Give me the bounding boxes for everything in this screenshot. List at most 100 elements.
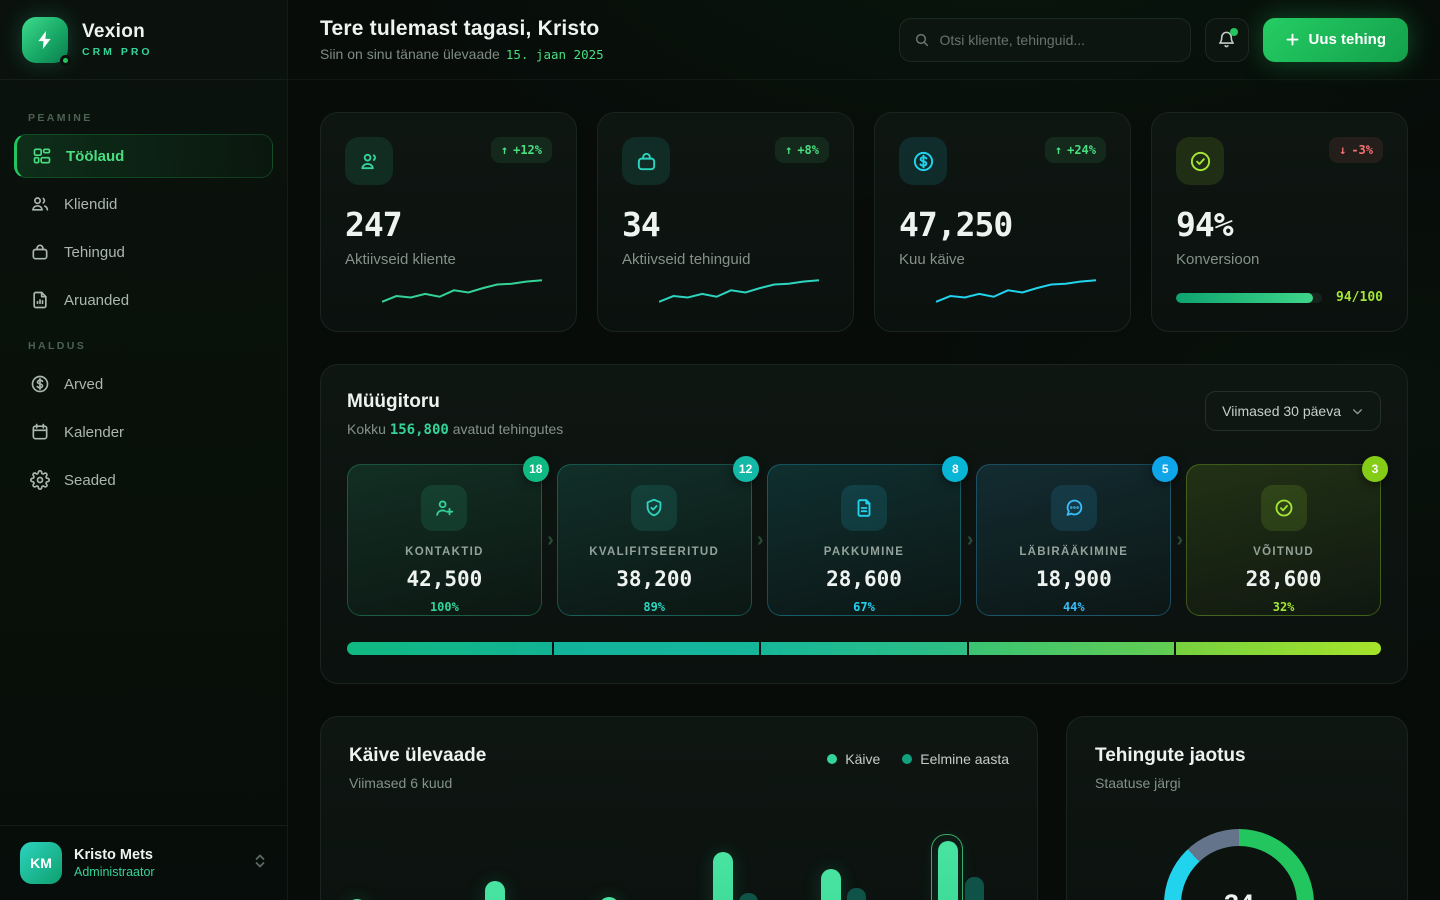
user-menu[interactable]: KM Kristo Mets Administraator — [0, 825, 287, 900]
bar-current[interactable] — [938, 841, 958, 900]
funnel-bar-segment — [347, 642, 553, 655]
legend-dot — [902, 754, 913, 764]
brand-tagline: CRM PRO — [82, 46, 153, 58]
stat-card-active-deals: ↑ +8% 34 Aktiivseid tehinguid — [597, 112, 854, 332]
sidebar-item-toolaud[interactable]: Töölaud — [14, 134, 273, 178]
revenue-legend: Käive Eelmine aasta — [827, 751, 1009, 767]
gear-icon — [30, 470, 50, 490]
document-icon — [840, 485, 887, 531]
bar-current[interactable] — [485, 881, 505, 900]
search-input[interactable] — [939, 31, 1176, 48]
bar-previous[interactable] — [965, 877, 984, 900]
funnel-title: Müügitoru — [347, 391, 440, 412]
bar-current[interactable] — [821, 869, 841, 900]
shield-check-icon — [631, 485, 678, 531]
stage-percent: 67% — [853, 600, 875, 614]
funnel-bar-segment — [761, 642, 967, 655]
badge-check-icon — [1260, 485, 1307, 531]
users-icon — [32, 197, 49, 211]
sidebar-item-label: Seaded — [64, 471, 116, 489]
bar-current[interactable] — [599, 897, 619, 900]
notifications-button[interactable] — [1204, 17, 1249, 62]
dashboard-content: ↑ +12% 247 Aktiivseid kliente ↑ +8% 34 Akt… — [288, 80, 1440, 900]
funnel-stage-voitnud[interactable]: 3 VÕITNUD 28,600 32% — [1186, 456, 1388, 616]
stat-card-active-clients: ↑ +12% 247 Aktiivseid kliente — [320, 112, 577, 332]
funnel-stage-labiraakimine[interactable]: 5 LÄBIRÄÄKIMINE 18,900 44% — [976, 456, 1183, 616]
brand-name: Vexion — [82, 21, 146, 42]
stat-value: 247 — [345, 205, 403, 244]
stats-row: ↑ +12% 247 Aktiivseid kliente ↑ +8% 34 Akt… — [320, 112, 1408, 332]
stage-count-badge: 18 — [522, 456, 549, 482]
nav-section-haldus: HALDUS — [28, 340, 87, 352]
stage-percent: 44% — [1062, 600, 1085, 614]
search-box[interactable] — [898, 17, 1191, 62]
revenue-subtitle: Viimased 6 kuud — [349, 775, 453, 791]
legend-dot — [827, 754, 838, 764]
check-circle-icon — [1176, 137, 1224, 185]
stage-name: KONTAKTID — [405, 546, 484, 558]
users-icon — [345, 137, 393, 185]
revenue-title: Käive ülevaade — [349, 745, 487, 766]
donut-subtitle: Staatuse järgi — [1095, 775, 1181, 791]
bar-previous[interactable] — [739, 893, 758, 900]
stage-name: VÕITNUD — [1253, 546, 1315, 558]
sidebar-item-kalender[interactable]: Kalender — [14, 410, 273, 454]
stage-value: 38,200 — [616, 567, 693, 591]
new-deal-button[interactable]: Uus tehing — [1262, 17, 1408, 62]
change-badge: ↑ +8% — [775, 137, 829, 163]
funnel-stage-kvalifitseeritud[interactable]: 12 KVALIFITSEERITUD 38,200 89% — [556, 456, 763, 616]
avatar: KM — [20, 842, 62, 884]
legend-eelmine-aasta: Eelmine aasta — [902, 751, 1009, 767]
sidebar-item-seaded[interactable]: Seaded — [14, 458, 273, 502]
change-badge: ↓ -3% — [1329, 137, 1383, 163]
nav-section-peamine: PEAMINE — [28, 112, 93, 124]
progress-label: 94/100 — [1336, 290, 1383, 305]
page-title: Tere tulemast tagasi, Kristo — [320, 17, 600, 40]
sidebar-item-label: Arved — [64, 375, 104, 393]
user-name: Kristo Mets — [74, 847, 153, 863]
stat-label: Kuu käive — [899, 251, 965, 268]
sidebar-item-label: Töölaud — [66, 147, 125, 165]
funnel-bar-segment — [968, 642, 1174, 655]
revenue-overview-card: Käive ülevaade Viimased 6 kuud Käive Eel… — [320, 716, 1038, 900]
briefcase-icon — [32, 244, 48, 260]
funnel-stage-kontaktid[interactable]: 18 KONTAKTID 42,500 100% — [347, 456, 554, 616]
chevrons-updown-icon — [253, 853, 267, 874]
briefcase-icon — [622, 137, 670, 185]
funnel-subtitle: Kokku 156,800 avatud tehingutes — [347, 421, 564, 438]
funnel-bar-segment — [1175, 642, 1381, 655]
bar-previous[interactable] — [847, 888, 866, 900]
chat-icon — [1050, 485, 1097, 531]
today-date: 15. jaan 2025 — [505, 47, 604, 62]
bottom-row: Käive ülevaade Viimased 6 kuud Käive Eel… — [320, 716, 1408, 900]
stage-value: 42,500 — [406, 567, 483, 591]
sidebar-item-tehingud[interactable]: Tehingud — [14, 230, 273, 274]
funnel-bar-segment — [554, 642, 760, 655]
legend-kaive: Käive — [827, 751, 880, 767]
plus-icon — [1286, 33, 1298, 46]
stage-count-badge: 8 — [942, 456, 969, 482]
highlighted-bar-ring — [931, 834, 963, 900]
brand: Vexion CRM PRO — [0, 0, 287, 80]
stage-name: KVALIFITSEERITUD — [589, 546, 720, 558]
donut-title: Tehingute jaotus — [1095, 745, 1246, 766]
stat-value: 34 — [622, 205, 661, 244]
funnel-range-select[interactable]: Viimased 30 päeva — [1205, 391, 1381, 431]
stat-card-monthly-revenue: ↑ +24% 47,250 Kuu käive — [874, 112, 1131, 332]
page-subtitle: Siin on sinu tänane ülevaade 15. jaan 202… — [320, 46, 604, 62]
stat-value: 94% — [1176, 205, 1234, 244]
sidebar-item-arved[interactable]: Arved — [14, 362, 273, 406]
funnel-progress-bar — [347, 642, 1381, 655]
sidebar-item-kliendid[interactable]: Kliendid — [14, 182, 273, 226]
sidebar-item-aruanded[interactable]: Aruanded — [14, 278, 273, 322]
main-area: Tere tulemast tagasi, Kristo Siin on sin… — [288, 0, 1440, 900]
funnel-stage-pakkumine[interactable]: 8 PAKKUMINE 28,600 67% — [766, 456, 973, 616]
stat-value: 47,250 — [899, 205, 1013, 244]
stage-percent: 100% — [429, 600, 459, 614]
stage-value: 28,600 — [826, 567, 902, 591]
bar-current[interactable] — [713, 852, 733, 900]
sidebar: Vexion CRM PRO PEAMINE Töölaud Kliendid … — [0, 0, 288, 900]
funnel-stages: 18 KONTAKTID 42,500 100% 12 KVALIFI — [347, 456, 1388, 616]
funnel-total: 156,800 — [389, 422, 449, 438]
stage-percent: 32% — [1272, 600, 1295, 614]
